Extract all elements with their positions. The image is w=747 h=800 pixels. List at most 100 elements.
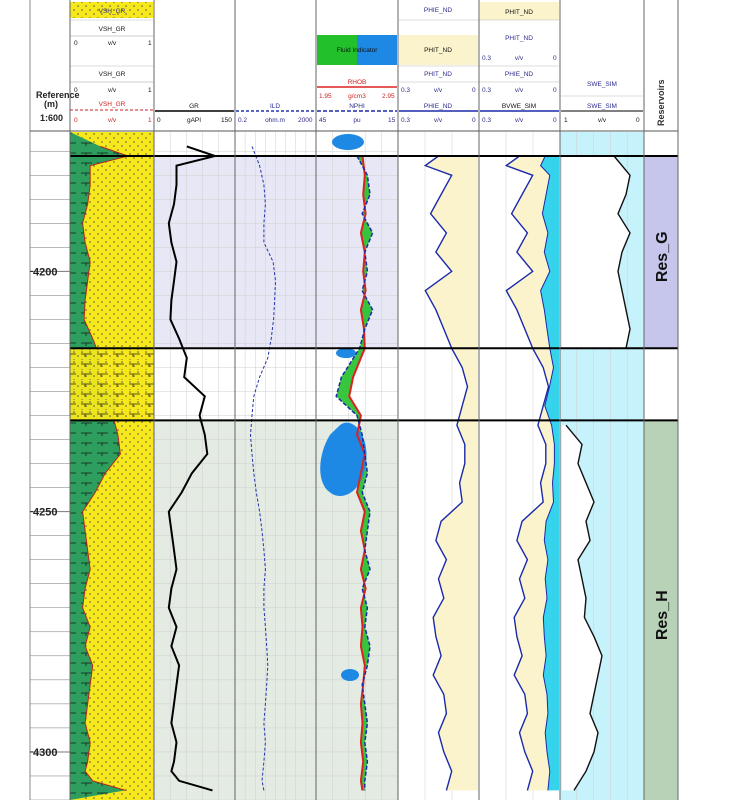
phit-unit-3: v/v xyxy=(515,87,524,94)
depth-axis: 4200 4250 4300 xyxy=(33,266,57,759)
litho-unit-3: v/v xyxy=(108,87,117,94)
curve-layer xyxy=(167,134,631,792)
swe-header: SWE_SIM SWE_SIM 1 v/v 0 xyxy=(561,81,643,124)
swe-header-1: SWE_SIM xyxy=(587,81,617,88)
gas-indicator-blob xyxy=(341,669,359,682)
lithology-header: VSH_GR VSH_GR 0 v/v 1 VSH_GR 0 v/v 1 VSH… xyxy=(70,2,153,124)
swe-curve-res-h-fill xyxy=(562,425,602,791)
phit-header-2: PHIT_ND xyxy=(505,35,533,42)
phie-header-1: PHIE_ND xyxy=(424,7,452,14)
litho-range-min-4: 0 xyxy=(74,117,78,124)
zone-res-h-block xyxy=(644,420,678,800)
gr-range-max: 150 xyxy=(221,117,232,124)
phit-range-max-4: 0 xyxy=(553,117,557,124)
ild-header: ILD 0.2 ohm.m 2000 xyxy=(236,103,315,124)
swe-curve-res-g-fill xyxy=(562,156,630,349)
nphi-unit: pu xyxy=(353,117,361,124)
reference-scale: 1:600 xyxy=(40,113,63,123)
ild-range-max: 2000 xyxy=(298,117,313,124)
depth-label-4200: 4200 xyxy=(33,266,57,278)
fluid-indicator-label: Fluid Indicator xyxy=(337,47,379,54)
phie-unit-4: v/v xyxy=(434,117,443,124)
zone-label-res-h: Res_H xyxy=(654,590,671,640)
gr-zone-g-bg xyxy=(154,156,235,349)
phit-range-max-2: 0 xyxy=(553,55,557,62)
bvwe-curve xyxy=(540,155,555,791)
phit-header-3: PHIE_ND xyxy=(505,71,533,78)
phit-header-4: BVWE_SIM xyxy=(502,103,536,110)
phit-range-min-2: 0.3 xyxy=(482,55,491,62)
reservoirs-header: Reservoirs xyxy=(656,79,666,126)
swe-curve-res-h xyxy=(565,424,603,791)
gr-range-min: 0 xyxy=(157,117,161,124)
litho-range-min-2: 0 xyxy=(74,40,78,47)
phit-range-min-3: 0.3 xyxy=(482,87,491,94)
phie-range-min-3: 0.3 xyxy=(401,87,410,94)
crossover-fill xyxy=(336,156,373,791)
shale-fill xyxy=(70,132,128,800)
ild-curve xyxy=(249,146,277,791)
phie-fill xyxy=(425,156,478,791)
gas-indicator-blob xyxy=(336,348,356,359)
swe-header-2: SWE_SIM xyxy=(587,103,617,110)
phie-range-min-4: 0.3 xyxy=(401,117,410,124)
phit-unit-4: v/v xyxy=(515,117,524,124)
litho-unit-4: v/v xyxy=(108,117,117,124)
nphi-curve xyxy=(335,155,374,791)
reference-unit: (m) xyxy=(44,99,58,109)
rhob-range-min: 1.95 xyxy=(319,93,332,100)
rhob-curve xyxy=(348,155,367,791)
litho-header-1: VSH_GR xyxy=(99,8,126,15)
rhob-curve-name: RHOB xyxy=(348,79,367,86)
ild-range-min: 0.2 xyxy=(238,117,247,124)
phit-range-min-4: 0.3 xyxy=(482,117,491,124)
litho-header-2: VSH_GR xyxy=(99,26,126,33)
swe-range-min: 1 xyxy=(564,117,568,124)
litho-range-max-3: 1 xyxy=(148,87,152,94)
phie-unit-3: v/v xyxy=(434,87,443,94)
nphi-range-max: 15 xyxy=(388,117,396,124)
phie-range-max-4: 0 xyxy=(472,117,476,124)
gr-zone-h-bg xyxy=(154,420,235,800)
litho-header-3: VSH_GR xyxy=(99,71,126,78)
track-separators xyxy=(69,0,679,800)
reservoir-labels: Res_G Res_H xyxy=(654,231,671,640)
track-grid xyxy=(30,132,628,800)
reference-header: Reference (m) 1:600 xyxy=(29,0,80,800)
phie-header-4: PHIE_ND xyxy=(424,103,452,110)
gr-curve xyxy=(167,145,219,792)
tight-zone-fill xyxy=(70,348,154,421)
ild-curve-name: ILD xyxy=(270,103,280,110)
rhob-unit: g/cm3 xyxy=(348,93,366,100)
litho-header-4: VSH_GR xyxy=(99,101,126,108)
gas-indicator-blob xyxy=(320,422,367,497)
gr-unit: gAPI xyxy=(187,117,201,124)
zone-label-res-g: Res_G xyxy=(654,231,671,282)
phie-header-3: PHIT_ND xyxy=(424,71,452,78)
nphi-curve-name: NPHI xyxy=(349,103,365,110)
phit-header: PHIT_ND PHIT_ND 0.3 v/v 0 PHIE_ND 0.3 v/… xyxy=(480,2,559,124)
vsh-boundary-curve xyxy=(82,145,130,791)
gr-header: GR 0 gAPI 150 xyxy=(155,103,234,124)
lithology-track xyxy=(70,132,154,800)
phie-range-max-3: 0 xyxy=(472,87,476,94)
fluid-zone-g-bg xyxy=(316,156,398,349)
litho-range-max-2: 1 xyxy=(148,40,152,47)
rhob-range-max: 2.95 xyxy=(382,93,395,100)
reference-label: Reference xyxy=(36,90,80,100)
litho-range-max-4: 1 xyxy=(148,117,152,124)
swe-unit: v/v xyxy=(598,117,607,124)
depth-label-4300: 4300 xyxy=(33,747,57,759)
gr-curve-name: GR xyxy=(189,103,199,110)
swe-curve-res-g xyxy=(613,155,631,349)
litho-range-min-3: 0 xyxy=(74,87,78,94)
phit-header-1: PHIT_ND xyxy=(505,9,533,16)
zone-res-g-block xyxy=(644,156,678,349)
gas-indicator-blob xyxy=(332,134,364,150)
nphi-range-min: 45 xyxy=(319,117,327,124)
phit-unit-2: v/v xyxy=(515,55,524,62)
phit-range-max-3: 0 xyxy=(553,87,557,94)
depth-label-4250: 4250 xyxy=(33,507,57,519)
